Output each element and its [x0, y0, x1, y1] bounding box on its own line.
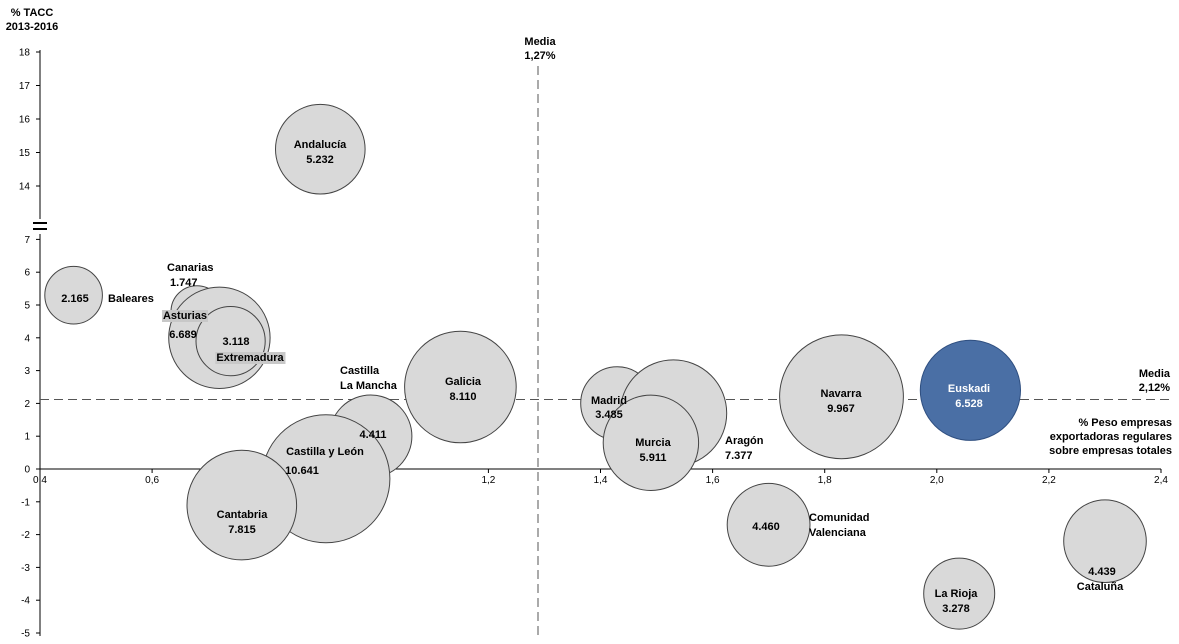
x-tick-label: 1,4 — [594, 475, 608, 486]
bubble-baleares — [44, 265, 103, 325]
bubble-value-label: 6.689 — [169, 329, 197, 341]
y-tick-label: 5 — [24, 301, 30, 312]
bubble-value-label: 4.411 — [360, 429, 387, 441]
bubble-murcia — [602, 394, 700, 491]
bubble-name-label: La Rioja — [935, 588, 979, 600]
x-tick-label: 0,4 — [33, 475, 47, 486]
y-tick-label: 18 — [19, 48, 31, 59]
bubble-name-label: Navarra — [821, 388, 863, 400]
x-tick-label: 2,2 — [1042, 475, 1056, 486]
bubble-andalucia — [275, 103, 366, 195]
y-tick-label: 4 — [24, 333, 30, 344]
bubble-name-label: Euskadi — [948, 383, 990, 395]
bubble-name-label: Castilla — [340, 365, 380, 377]
bubble-value-label: 3.278 — [942, 603, 970, 615]
x-axis-title: % Peso empresas — [1078, 417, 1172, 429]
y-axis-title: 2013-2016 — [6, 21, 59, 33]
x-tick-label: 1,2 — [481, 475, 495, 486]
y-tick-label: 1 — [24, 432, 30, 443]
bubble-la-rioja — [923, 557, 996, 630]
x-axis-title: sobre empresas totales — [1049, 445, 1172, 457]
bubble-value-label: 2.165 — [61, 293, 89, 305]
bubble-name-label: Cataluña — [1077, 581, 1124, 593]
bubble-value-label: 1.747 — [170, 277, 198, 289]
label-background — [215, 352, 286, 364]
x-tick-label: 1,6 — [706, 475, 720, 486]
bubble-name-label: La Mancha — [340, 380, 398, 392]
x-tick-label: 1,8 — [818, 475, 832, 486]
bubble-value-label: 7.377 — [725, 450, 753, 462]
x-tick-label: 2,4 — [1154, 475, 1168, 486]
y-tick-label: 3 — [24, 366, 30, 377]
y-tick-label: -1 — [21, 497, 30, 508]
bubble-value-label: 5.911 — [640, 452, 667, 464]
bubble-name-label: Extremadura — [216, 352, 284, 364]
bubble-name-label: Asturias — [163, 310, 207, 322]
bubble-galicia — [404, 330, 517, 444]
y-tick-label: 17 — [19, 81, 31, 92]
y-tick-label: -2 — [21, 530, 30, 541]
bubble-value-label: 10.641 — [285, 465, 319, 477]
bubble-name-label: Galicia — [445, 376, 482, 388]
bubble-value-label: 4.439 — [1088, 566, 1116, 578]
y-tick-label: 14 — [19, 182, 31, 193]
bubble-navarra — [779, 334, 904, 460]
bubble-cantabria — [186, 449, 298, 561]
bubble-name-label: Baleares — [108, 293, 154, 305]
y-tick-label: -5 — [21, 629, 30, 640]
y-tick-label: 15 — [19, 148, 31, 159]
bubble-cataluna — [1063, 499, 1147, 584]
bubble-name-label: Madrid — [591, 395, 627, 407]
y-tick-label: 2 — [24, 399, 30, 410]
bubble-value-label: 7.815 — [228, 524, 256, 536]
y-axis-title: % TACC — [11, 7, 54, 19]
bubble-value-label: 3.485 — [595, 409, 623, 421]
media-x-title: Media — [524, 36, 556, 48]
bubble-value-label: 6.528 — [955, 398, 983, 410]
bubbles — [44, 103, 1147, 630]
label-background — [161, 310, 209, 322]
bubble-value-label: 8.110 — [450, 391, 477, 403]
bubble-name-label: Cantabria — [217, 509, 269, 521]
axis-titles: % TACC 2013-2016 % Peso empresas exportador… — [6, 7, 1172, 457]
axis-break-mask — [31, 219, 48, 234]
media-y-label: 2,12% — [1139, 382, 1170, 394]
bubble-name-label: Comunidad — [809, 512, 870, 524]
bubble-name-label: Castilla y León — [286, 446, 364, 458]
bubble-name-label: Andalucía — [294, 139, 347, 151]
bubble-name-label: Aragón — [725, 435, 764, 447]
bubble-comunidad-valenciana — [726, 482, 811, 567]
y-tick-label: 16 — [19, 115, 31, 126]
x-tick-label: 2,0 — [930, 475, 944, 486]
y-tick-label: -3 — [21, 563, 30, 574]
bubble-labels: Baleares 2.165 Canarias 1.747 Asturias 6.689 E… — [61, 139, 1124, 615]
media-x-label: 1,27% — [524, 50, 555, 62]
bubble-value-label: 5.232 — [306, 154, 334, 166]
y-tick-label: 7 — [24, 235, 30, 246]
y-tick-label: 6 — [24, 268, 30, 279]
bubble-value-label: 9.967 — [827, 403, 855, 415]
bubble-name-label: Murcia — [635, 437, 671, 449]
y-tick-label: 0 — [24, 465, 30, 476]
bubble-euskadi — [919, 339, 1022, 441]
media-y-title: Media — [1139, 368, 1171, 380]
x-axis-title: exportadoras regulares — [1050, 431, 1172, 443]
y-tick-label: -4 — [21, 596, 30, 607]
bubble-name-label: Canarias — [167, 262, 213, 274]
bubble-value-label: 4.460 — [752, 521, 780, 533]
x-tick-label: 0,6 — [145, 475, 159, 486]
bubble-name-label: Valenciana — [809, 527, 867, 539]
bubble-value-label: 3.118 — [223, 336, 250, 348]
